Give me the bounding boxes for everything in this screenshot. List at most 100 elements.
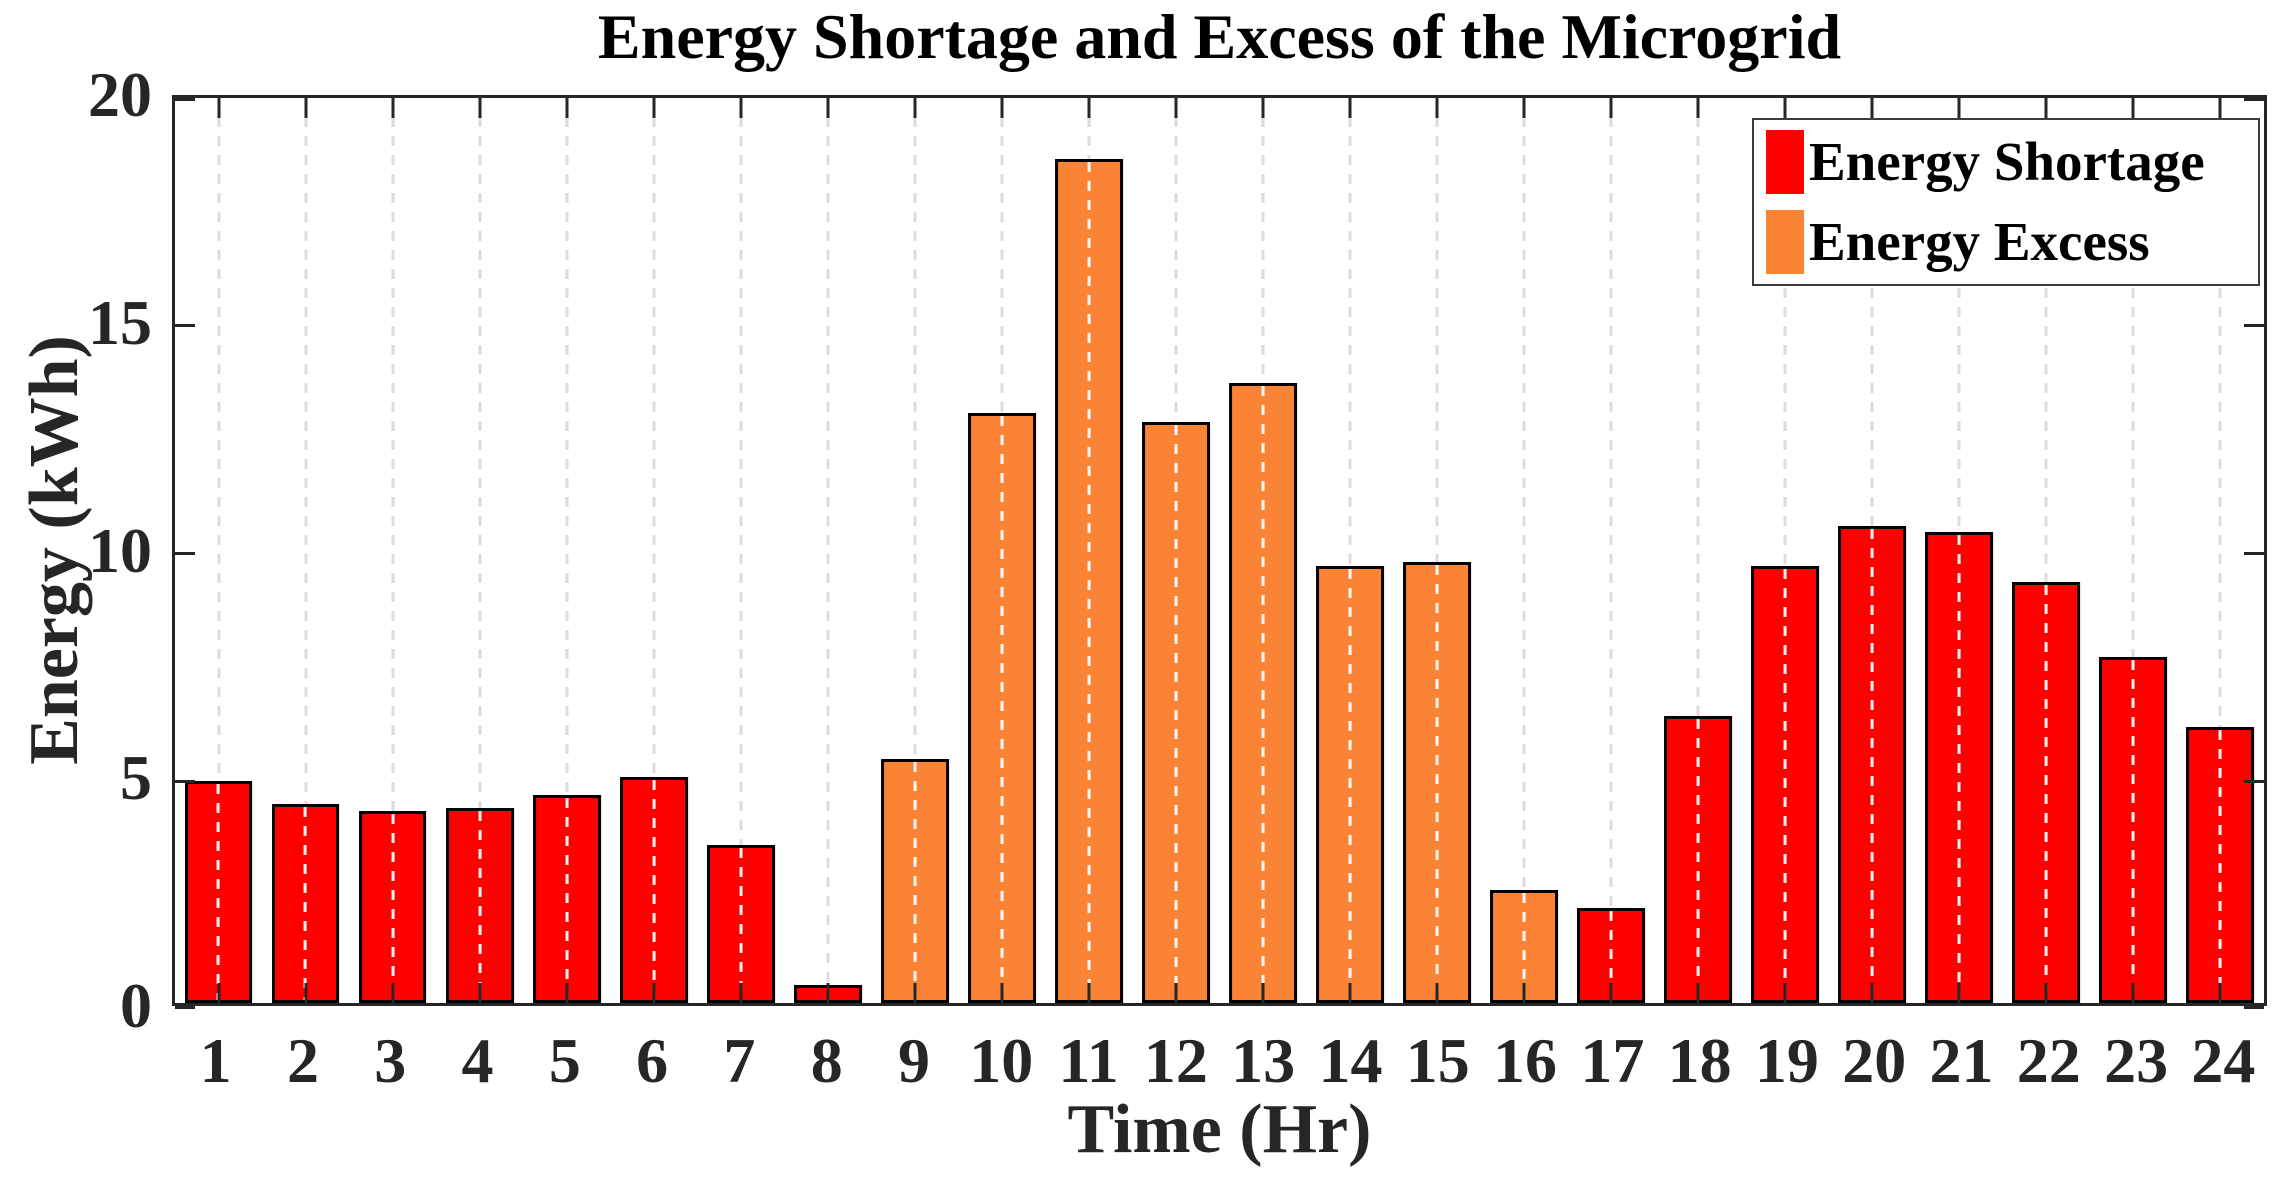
y-tick-mark xyxy=(175,324,195,328)
x-tick-mark-bottom xyxy=(1000,983,1004,1003)
bar-gridline-overlay xyxy=(1783,569,1787,1000)
bar-gridline-overlay xyxy=(1609,910,1613,1000)
bar-gridline-overlay xyxy=(478,811,482,1000)
vertical-gridline xyxy=(2044,98,2048,1003)
x-tick-mark-top xyxy=(1870,98,1874,118)
x-tick-mark-bottom xyxy=(826,983,830,1003)
bar-hour-9 xyxy=(880,758,949,1003)
bar-slot-6 xyxy=(610,98,697,1003)
x-tick-mark-bottom xyxy=(1957,983,1961,1003)
x-tick-mark-bottom xyxy=(391,983,395,1003)
vertical-gridline xyxy=(652,98,656,1003)
bar-gridline-overlay xyxy=(2131,659,2135,1000)
x-tick-mark-bottom xyxy=(1609,983,1613,1003)
legend-label-excess: Energy Excess xyxy=(1809,211,2150,272)
vertical-gridline xyxy=(1609,98,1613,1003)
bar-slot-17 xyxy=(1568,98,1655,1003)
chart-title: Energy Shortage and Excess of the Microg… xyxy=(597,1,1842,72)
x-tick-mark-top xyxy=(826,98,830,118)
y-tick-mark xyxy=(175,779,195,783)
x-tick-label-16: 16 xyxy=(1493,1025,1558,1096)
x-tick-label-12: 12 xyxy=(1143,1025,1208,1096)
bar-gridline-overlay xyxy=(1261,386,1265,1000)
bar-gridline-overlay xyxy=(2218,729,2222,1000)
bar-slot-20 xyxy=(1829,98,1916,1003)
vertical-gridline xyxy=(1696,98,1700,1003)
bar-slot-16 xyxy=(1481,98,1568,1003)
bar-slot-15 xyxy=(1394,98,1481,1003)
x-axis-label: Time (Hr) xyxy=(1067,1091,1372,1168)
bar-hour-6 xyxy=(619,776,688,1003)
x-tick-label-10: 10 xyxy=(969,1025,1034,1096)
bar-gridline-overlay xyxy=(739,847,743,1000)
bar-hour-15 xyxy=(1403,561,1472,1003)
x-tick-label-22: 22 xyxy=(2016,1025,2081,1096)
shortage-swatch-icon xyxy=(1766,130,1804,194)
legend-item-excess: Energy Excess xyxy=(1766,202,2258,282)
x-tick-mark-top xyxy=(1000,98,1004,118)
x-tick-label-11: 11 xyxy=(1058,1025,1119,1096)
bar-slot-22 xyxy=(2003,98,2090,1003)
bar-gridline-overlay xyxy=(1522,892,1526,1000)
vertical-gridline xyxy=(1522,98,1526,1003)
x-tick-mark-bottom xyxy=(1261,983,1265,1003)
x-tick-mark-top xyxy=(1957,98,1961,118)
x-tick-label-3: 3 xyxy=(374,1025,407,1096)
y-tick-mark xyxy=(2244,552,2264,555)
bar-slot-3 xyxy=(349,98,436,1003)
x-tick-label-15: 15 xyxy=(1405,1025,1470,1096)
y-tick-mark xyxy=(2244,779,2264,783)
x-tick-mark-bottom xyxy=(1087,983,1091,1003)
vertical-gridline xyxy=(217,98,221,1003)
x-tick-label-14: 14 xyxy=(1318,1025,1383,1096)
bar-slot-4 xyxy=(436,98,523,1003)
bar-hour-24 xyxy=(2186,726,2255,1003)
bar-hour-21 xyxy=(1925,532,1994,1003)
bar-slot-19 xyxy=(1742,98,1829,1003)
bar-slot-23 xyxy=(2090,98,2177,1003)
bar-slot-7 xyxy=(697,98,784,1003)
bar-gridline-overlay xyxy=(913,761,917,1000)
y-tick-label-10: 10 xyxy=(88,514,152,586)
bar-hour-2 xyxy=(271,803,340,1003)
bar-gridline-overlay xyxy=(2044,585,2048,1000)
bar-slot-18 xyxy=(1655,98,1742,1003)
x-tick-mark-top xyxy=(1696,98,1700,118)
bar-hour-7 xyxy=(706,844,775,1003)
x-tick-mark-bottom xyxy=(739,983,743,1003)
x-tick-mark-top xyxy=(739,98,743,118)
vertical-gridline xyxy=(1348,98,1352,1003)
x-tick-mark-bottom xyxy=(1348,983,1352,1003)
x-tick-mark-bottom xyxy=(1174,983,1178,1003)
bar-hour-3 xyxy=(358,810,427,1003)
x-tick-mark-bottom xyxy=(652,983,656,1003)
x-tick-mark-top xyxy=(2131,98,2135,118)
x-tick-mark-top xyxy=(1435,98,1439,118)
x-tick-mark-bottom xyxy=(1783,983,1787,1003)
x-tick-mark-bottom xyxy=(2131,983,2135,1003)
bar-hour-5 xyxy=(532,794,601,1003)
x-tick-mark-top xyxy=(1348,98,1352,118)
vertical-gridline xyxy=(739,98,743,1003)
vertical-gridline xyxy=(565,98,569,1003)
bar-gridline-overlay xyxy=(1087,162,1091,1000)
bar-hour-20 xyxy=(1838,525,1907,1003)
x-tick-mark-bottom xyxy=(913,983,917,1003)
bar-hour-23 xyxy=(2099,656,2168,1003)
bar-gridline-overlay xyxy=(217,784,221,1000)
vertical-gridline xyxy=(478,98,482,1003)
x-tick-mark-top xyxy=(1609,98,1613,118)
vertical-gridline xyxy=(304,98,308,1003)
x-tick-mark-top xyxy=(304,98,308,118)
bar-hour-14 xyxy=(1316,566,1384,1003)
y-tick-label-0: 0 xyxy=(120,970,152,1041)
vertical-gridline xyxy=(1435,98,1439,1003)
y-tick-label-20: 20 xyxy=(88,59,152,130)
y-tick-label-15: 15 xyxy=(88,286,152,358)
x-tick-mark-top xyxy=(1261,98,1265,118)
bar-gridline-overlay xyxy=(652,779,656,1000)
vertical-gridline xyxy=(913,98,917,1003)
x-tick-label-9: 9 xyxy=(897,1025,930,1096)
bar-hour-19 xyxy=(1751,566,1820,1003)
